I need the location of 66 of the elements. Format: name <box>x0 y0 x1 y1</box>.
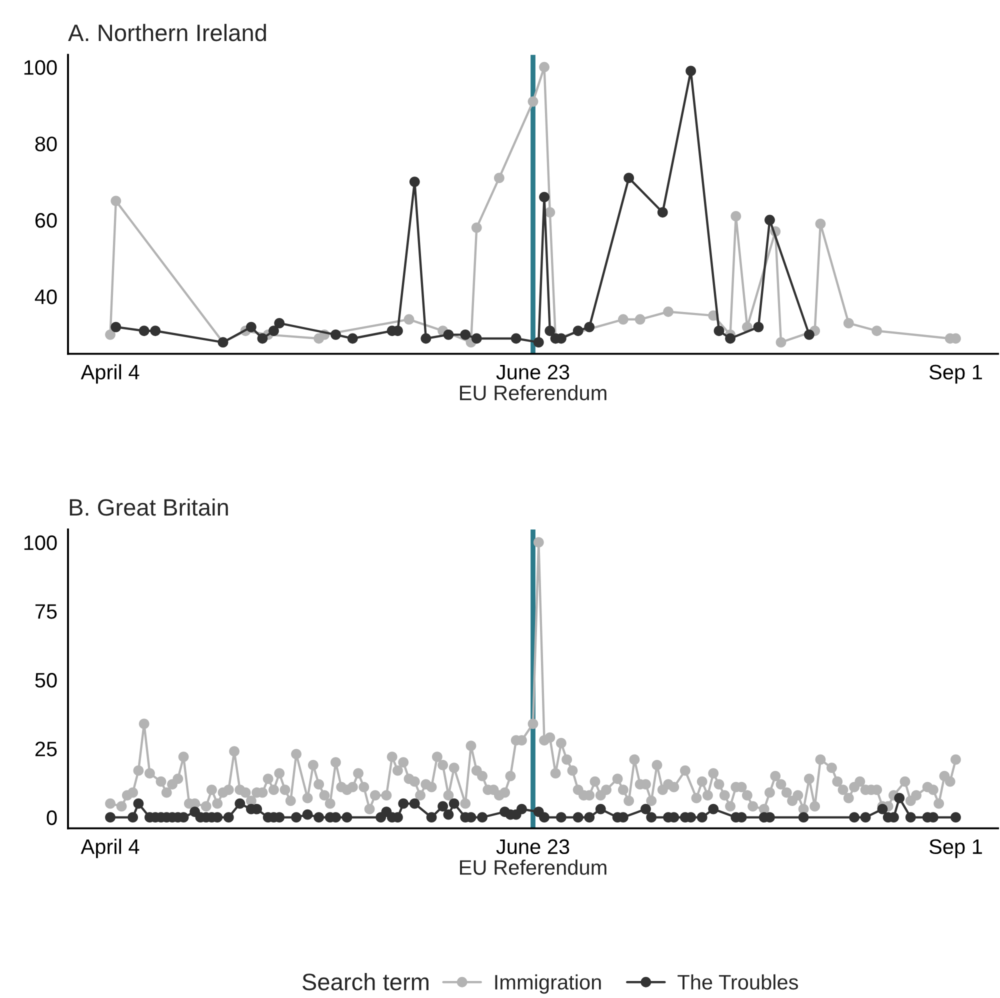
point <box>528 96 538 107</box>
point <box>443 329 454 340</box>
point <box>268 326 279 336</box>
point <box>257 333 268 344</box>
point <box>584 322 595 332</box>
legend-label: The Troubles <box>678 974 798 990</box>
legend-title: Search term <box>302 973 428 990</box>
chart-title: A. Northern Ireland <box>68 24 266 42</box>
y-tick-label: 100 <box>24 535 57 550</box>
point <box>246 322 256 332</box>
point <box>572 326 584 336</box>
x-axis-title: EU Referendum <box>460 385 606 400</box>
x-tick-label: April 4 <box>80 364 140 384</box>
x-tick-label: April 4 <box>80 838 140 858</box>
y-tick-label: 50 <box>35 672 57 688</box>
point <box>533 337 544 348</box>
point <box>138 326 150 336</box>
point <box>815 218 826 230</box>
y-tick-label: 75 <box>35 604 57 619</box>
point <box>634 314 646 325</box>
point <box>714 326 724 336</box>
point <box>544 326 556 336</box>
point <box>624 172 634 184</box>
y-tick-label: 100 <box>24 60 57 75</box>
chart-title: B. Great Britain <box>70 498 228 516</box>
point <box>725 333 736 344</box>
point <box>872 326 882 336</box>
y-tick-label: 80 <box>35 136 57 152</box>
legend-label: Immigration <box>495 974 601 994</box>
point <box>843 318 854 328</box>
point <box>105 329 116 340</box>
x-tick-label: Sep 1 <box>929 364 982 384</box>
point <box>347 333 358 344</box>
point <box>404 314 414 325</box>
point <box>274 318 285 328</box>
point <box>764 214 775 226</box>
y-tick-label: 60 <box>35 213 57 228</box>
point <box>663 306 674 317</box>
point <box>494 172 504 184</box>
point <box>544 207 556 218</box>
point <box>539 192 550 202</box>
point <box>460 329 471 340</box>
y-tick-label: 40 <box>34 289 57 304</box>
x-tick-label: Sep 1 <box>929 839 982 858</box>
point <box>753 322 764 332</box>
point <box>618 314 628 325</box>
point <box>150 326 161 336</box>
point <box>471 222 482 233</box>
point <box>776 337 786 348</box>
point <box>110 322 122 332</box>
y-tick-label: 25 <box>35 742 57 756</box>
point <box>657 207 668 218</box>
x-tick-label: June 23 <box>496 839 570 854</box>
point <box>539 62 550 72</box>
point <box>409 176 420 187</box>
point <box>110 196 122 206</box>
x-tick-label: June 23 <box>496 364 570 380</box>
point <box>730 210 742 222</box>
point <box>804 329 814 340</box>
y-tick-label: 0 <box>46 810 57 826</box>
point <box>330 329 341 340</box>
point <box>420 333 432 344</box>
x-axis-title: EU Referendum <box>460 860 606 875</box>
point <box>686 66 696 76</box>
point <box>471 333 482 344</box>
point <box>510 333 522 344</box>
